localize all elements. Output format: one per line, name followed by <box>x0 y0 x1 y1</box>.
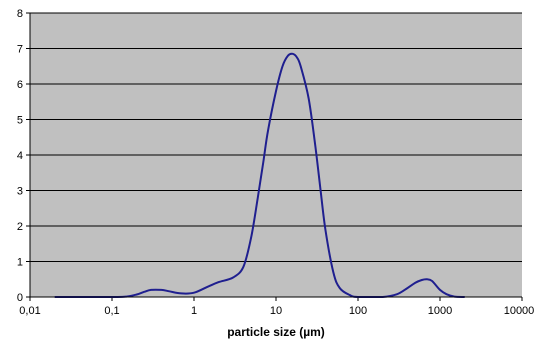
x-tick-label: 0,01 <box>19 305 40 317</box>
x-tick-label: 1 <box>191 305 197 317</box>
grid-lines <box>30 12 522 262</box>
x-tick-label: 10000 <box>504 305 535 317</box>
x-axis: 0,01 0,1 1 10 100 1000 10000 <box>19 297 534 317</box>
series-line <box>54 52 465 298</box>
x-tick-label: 1000 <box>428 305 452 317</box>
y-tick-label: 7 <box>17 44 23 56</box>
y-tick-label: 4 <box>17 150 23 162</box>
y-tick-label: 1 <box>17 257 23 269</box>
y-tick-label: 0 <box>17 292 23 304</box>
x-tick-label: 100 <box>349 305 367 317</box>
y-axis: 0 1 2 3 4 5 6 7 8 <box>17 8 30 304</box>
x-tick-label: 0,1 <box>104 305 119 317</box>
y-tick-label: 2 <box>17 221 23 233</box>
y-tick-label: 3 <box>17 186 23 198</box>
y-tick-label: 6 <box>17 79 23 91</box>
x-axis-title: particle size (µm) <box>227 325 325 339</box>
x-tick-label: 10 <box>270 305 282 317</box>
y-tick-label: 5 <box>17 115 23 127</box>
y-tick-label: 8 <box>17 8 23 20</box>
